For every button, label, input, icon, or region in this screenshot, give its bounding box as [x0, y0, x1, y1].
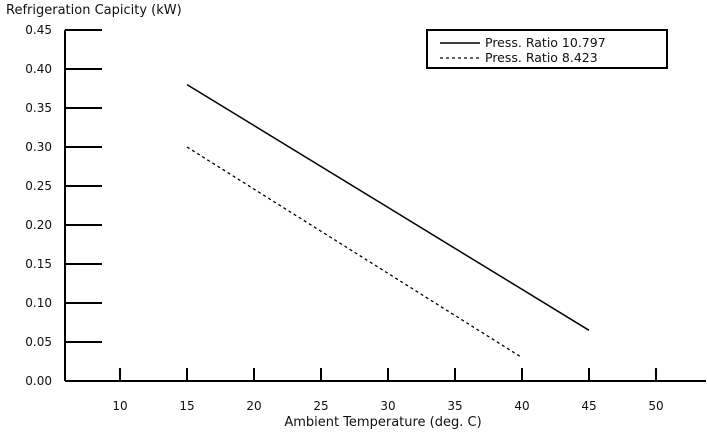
- series-line-1: [186, 83, 590, 331]
- y-tick-label-8: 0.40: [25, 62, 52, 76]
- y-ticks: 0.00 0.05 0.10 0.15 0.20 0.25 0.30 0.35 0.40 0.45: [25, 23, 102, 388]
- y-tick-label-1: 0.05: [25, 335, 52, 349]
- y-tick-label-4: 0.20: [25, 218, 52, 232]
- x-axis: 10 15 20 25 30 35 40 45 50: [65, 368, 706, 413]
- x-ticks: 10 15 20 25 30 35 40 45 50: [112, 368, 664, 413]
- x-tick-label-6: 40: [514, 399, 529, 413]
- y-tick-label-9: 0.45: [25, 23, 52, 37]
- y-tick-label-0: 0.00: [25, 374, 52, 388]
- y-tick-label-2: 0.10: [25, 296, 52, 310]
- x-tick-label-5: 35: [447, 399, 462, 413]
- x-tick-label-7: 45: [581, 399, 596, 413]
- x-axis-title: Ambient Temperature (deg. C): [284, 415, 481, 430]
- series-layer: [186, 83, 590, 359]
- y-axis-title: Refrigeration Capicity (kW): [6, 3, 182, 18]
- x-tick-label-2: 20: [246, 399, 261, 413]
- x-tick-label-8: 50: [648, 399, 663, 413]
- y-tick-label-7: 0.35: [25, 101, 52, 115]
- series-line-2: [186, 146, 523, 359]
- y-tick-label-3: 0.15: [25, 257, 52, 271]
- legend: Press. Ratio 10.797 Press. Ratio 8.423: [426, 29, 668, 69]
- x-tick-label-3: 25: [313, 399, 328, 413]
- legend-box: [426, 29, 668, 69]
- legend-entry-1: Press. Ratio 10.797: [485, 35, 606, 50]
- x-tick-label-4: 30: [380, 399, 395, 413]
- y-axis: 0.00 0.05 0.10 0.15 0.20 0.25 0.30 0.35 0.40 0.45: [25, 23, 102, 388]
- y-tick-label-5: 0.25: [25, 179, 52, 193]
- legend-entry-2: Press. Ratio 8.423: [485, 50, 598, 65]
- x-tick-label-0: 10: [112, 399, 127, 413]
- y-tick-label-6: 0.30: [25, 140, 52, 154]
- x-tick-label-1: 15: [179, 399, 194, 413]
